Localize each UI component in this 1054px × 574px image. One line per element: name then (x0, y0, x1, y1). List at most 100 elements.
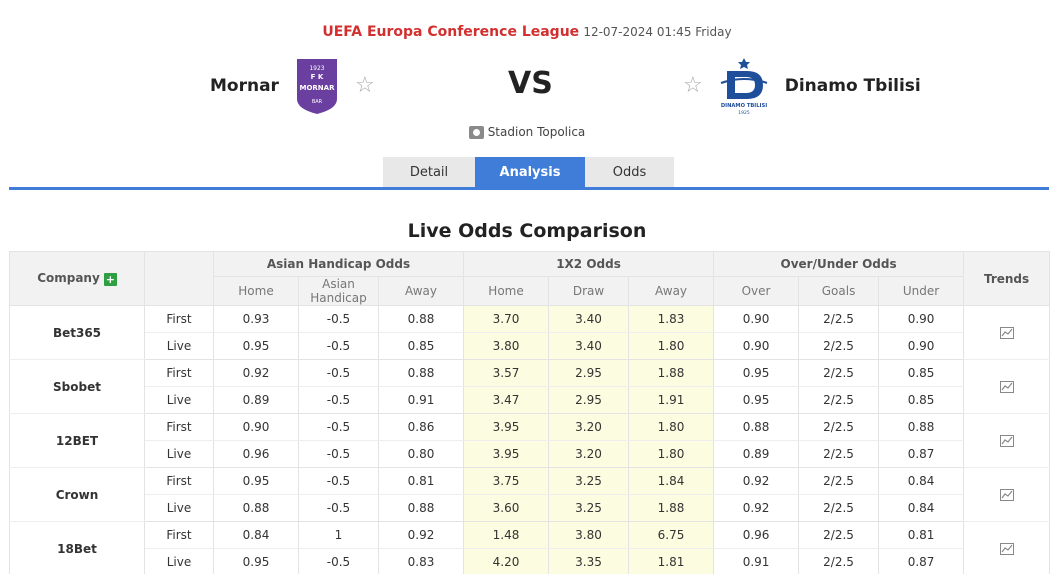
odds-cell[interactable]: 3.60 (463, 494, 550, 522)
odds-cell[interactable]: -0.5 (298, 440, 379, 468)
trend-chart-icon[interactable] (963, 305, 1051, 360)
odds-cell[interactable]: 0.96 (213, 440, 299, 468)
odds-cell[interactable]: 0.83 (377, 548, 465, 574)
odds-cell[interactable]: 3.25 (548, 467, 630, 495)
odds-cell[interactable]: 2/2.5 (798, 440, 880, 468)
odds-cell[interactable]: 2/2.5 (798, 386, 880, 414)
odds-cell[interactable]: 0.90 (713, 305, 800, 333)
odds-cell[interactable]: 0.90 (213, 413, 299, 441)
odds-cell[interactable]: 1.80 (628, 440, 715, 468)
odds-cell[interactable]: 0.90 (878, 305, 965, 333)
odds-cell[interactable]: 2/2.5 (798, 359, 880, 387)
odds-cell[interactable]: 0.92 (213, 359, 299, 387)
odds-cell[interactable]: 0.90 (878, 332, 965, 360)
odds-cell[interactable]: 3.20 (548, 413, 630, 441)
odds-cell[interactable]: 4.20 (463, 548, 550, 574)
odds-cell[interactable]: 1.84 (628, 467, 715, 495)
odds-cell[interactable]: 0.84 (878, 494, 965, 522)
odds-cell[interactable]: 0.95 (213, 332, 299, 360)
favorite-star-icon[interactable]: ☆ (354, 73, 375, 98)
odds-cell[interactable]: 0.88 (377, 494, 465, 522)
odds-cell[interactable]: 3.57 (463, 359, 550, 387)
company-name[interactable]: 12BET (9, 413, 145, 468)
odds-cell[interactable]: -0.5 (298, 467, 379, 495)
trend-chart-icon[interactable] (963, 359, 1051, 414)
odds-cell[interactable]: -0.5 (298, 305, 379, 333)
odds-cell[interactable]: 1.80 (628, 413, 715, 441)
odds-cell[interactable]: 0.81 (878, 521, 965, 549)
odds-cell[interactable]: 3.35 (548, 548, 630, 574)
company-name[interactable]: Sbobet (9, 359, 145, 414)
odds-cell[interactable]: 0.88 (377, 305, 465, 333)
odds-cell[interactable]: 0.91 (713, 548, 800, 574)
odds-cell[interactable]: 2/2.5 (798, 467, 880, 495)
odds-cell[interactable]: 0.88 (878, 413, 965, 441)
odds-cell[interactable]: 0.95 (713, 386, 800, 414)
odds-cell[interactable]: 0.80 (377, 440, 465, 468)
odds-cell[interactable]: -0.5 (298, 359, 379, 387)
odds-cell[interactable]: 1 (298, 521, 379, 549)
trend-chart-icon[interactable] (963, 521, 1051, 574)
odds-cell[interactable]: 2.95 (548, 386, 630, 414)
odds-cell[interactable]: 3.95 (463, 440, 550, 468)
odds-cell[interactable]: 0.95 (713, 359, 800, 387)
odds-cell[interactable]: 0.88 (213, 494, 299, 522)
odds-cell[interactable]: 0.95 (213, 548, 299, 574)
odds-cell[interactable]: 0.85 (377, 332, 465, 360)
odds-cell[interactable]: 6.75 (628, 521, 715, 549)
odds-cell[interactable]: 1.88 (628, 359, 715, 387)
odds-cell[interactable]: 0.84 (878, 467, 965, 495)
odds-cell[interactable]: 0.91 (377, 386, 465, 414)
odds-cell[interactable]: 2/2.5 (798, 305, 880, 333)
odds-cell[interactable]: 0.92 (713, 494, 800, 522)
odds-cell[interactable]: 0.96 (713, 521, 800, 549)
odds-cell[interactable]: 0.84 (213, 521, 299, 549)
trend-chart-icon[interactable] (963, 413, 1051, 468)
odds-cell[interactable]: 1.91 (628, 386, 715, 414)
odds-cell[interactable]: 0.89 (713, 440, 800, 468)
odds-cell[interactable]: 0.81 (377, 467, 465, 495)
odds-cell[interactable]: 0.90 (713, 332, 800, 360)
tab-odds[interactable]: Odds (585, 157, 674, 188)
odds-cell[interactable]: 2.95 (548, 359, 630, 387)
company-name[interactable]: Bet365 (9, 305, 145, 360)
odds-cell[interactable]: 0.86 (377, 413, 465, 441)
odds-cell[interactable]: -0.5 (298, 548, 379, 574)
odds-cell[interactable]: 3.75 (463, 467, 550, 495)
tab-detail[interactable]: Detail (383, 157, 475, 188)
odds-cell[interactable]: 1.83 (628, 305, 715, 333)
odds-cell[interactable]: 1.81 (628, 548, 715, 574)
odds-cell[interactable]: 3.20 (548, 440, 630, 468)
odds-cell[interactable]: 0.85 (878, 386, 965, 414)
odds-cell[interactable]: 2/2.5 (798, 332, 880, 360)
tab-analysis[interactable]: Analysis (475, 157, 585, 188)
odds-cell[interactable]: 0.95 (213, 467, 299, 495)
odds-cell[interactable]: 0.92 (713, 467, 800, 495)
odds-cell[interactable]: 3.25 (548, 494, 630, 522)
odds-cell[interactable]: 3.95 (463, 413, 550, 441)
odds-cell[interactable]: -0.5 (298, 332, 379, 360)
odds-cell[interactable]: 0.85 (878, 359, 965, 387)
odds-cell[interactable]: 0.89 (213, 386, 299, 414)
odds-cell[interactable]: 0.87 (878, 548, 965, 574)
odds-cell[interactable]: 3.40 (548, 305, 630, 333)
league-name[interactable]: UEFA Europa Conference League (322, 24, 580, 40)
home-team-name[interactable]: Mornar (210, 76, 279, 96)
odds-cell[interactable]: 3.40 (548, 332, 630, 360)
odds-cell[interactable]: 1.80 (628, 332, 715, 360)
odds-cell[interactable]: 0.93 (213, 305, 299, 333)
company-name[interactable]: 18Bet (9, 521, 145, 574)
away-team-name[interactable]: Dinamo Tbilisi (784, 76, 921, 96)
odds-cell[interactable]: 3.80 (548, 521, 630, 549)
odds-cell[interactable]: 3.70 (463, 305, 550, 333)
odds-cell[interactable]: 1.88 (628, 494, 715, 522)
odds-cell[interactable]: -0.5 (298, 386, 379, 414)
odds-cell[interactable]: 0.92 (377, 521, 465, 549)
odds-cell[interactable]: 0.87 (878, 440, 965, 468)
odds-cell[interactable]: 0.88 (713, 413, 800, 441)
odds-cell[interactable]: 2/2.5 (798, 413, 880, 441)
trend-chart-icon[interactable] (963, 467, 1051, 522)
odds-cell[interactable]: 2/2.5 (798, 548, 880, 574)
odds-cell[interactable]: -0.5 (298, 494, 379, 522)
company-name[interactable]: Crown (9, 467, 145, 522)
